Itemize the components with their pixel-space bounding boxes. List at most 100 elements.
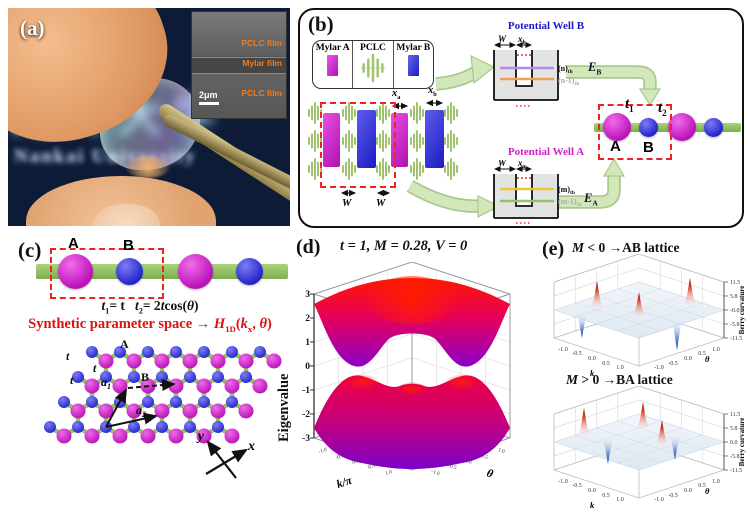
chain-unit-cell-box bbox=[598, 104, 672, 160]
atom-a bbox=[178, 254, 213, 289]
svg-text:1.0: 1.0 bbox=[712, 479, 720, 485]
svg-text:-1.0: -1.0 bbox=[558, 479, 568, 485]
svg-text:-0.5: -0.5 bbox=[335, 453, 345, 461]
x-tick-labels: -1.0 -0.5 0.0 0.5 1.0 bbox=[558, 479, 624, 503]
berry-spikes bbox=[577, 402, 682, 464]
svg-text:-11.5: -11.5 bbox=[730, 468, 742, 474]
svg-text:-3: -3 bbox=[302, 434, 310, 444]
x-axis-label: x bbox=[247, 439, 255, 454]
hopping-equation: t1= t t2= 2tcos(θ) bbox=[101, 298, 199, 316]
well-b-w-label: W bbox=[498, 34, 507, 44]
svg-text:-0.5: -0.5 bbox=[447, 463, 457, 471]
svg-text:-0.5: -0.5 bbox=[668, 493, 678, 499]
upper-band-surface bbox=[314, 276, 510, 367]
t1-label: t1 bbox=[625, 96, 634, 114]
svg-text:-1.0: -1.0 bbox=[558, 347, 568, 353]
well-b-title: Potential Well B bbox=[507, 20, 585, 32]
atom-b bbox=[116, 258, 143, 285]
panel-a-photo: 南开大学 Nankai University (a) PCLC film Myl… bbox=[8, 8, 290, 226]
svg-text:-1.0: -1.0 bbox=[318, 447, 328, 455]
svg-text:0.0: 0.0 bbox=[684, 356, 692, 362]
svg-text:11.5: 11.5 bbox=[730, 412, 740, 418]
svg-text:-5.8: -5.8 bbox=[730, 454, 740, 460]
panel-b-arrows bbox=[340, 54, 662, 218]
xb-label: xb bbox=[428, 85, 437, 99]
film-glint bbox=[126, 156, 170, 178]
x-axis-label: k bbox=[590, 500, 595, 510]
legend-pclc-label: PCLC bbox=[360, 43, 386, 53]
z-tick-labels: 11.5 5.8 -0.0 -5.8 -11.5 bbox=[730, 280, 742, 342]
y-tick-labels: -1.0 -0.5 0.0 0.5 1.0 bbox=[430, 447, 506, 477]
sem-inset: PCLC film Mylar film PCLC film 2μm bbox=[192, 12, 286, 118]
berry-spikes bbox=[575, 278, 697, 350]
site-a-label: A bbox=[610, 138, 621, 155]
sem-layer-pclc-bottom bbox=[192, 74, 286, 118]
svg-text:0.5: 0.5 bbox=[367, 463, 376, 471]
mylar-a-swatch bbox=[327, 55, 339, 76]
panel-d-tag: (d) bbox=[296, 236, 321, 258]
svg-text:0.5: 0.5 bbox=[602, 493, 610, 499]
svg-text:0.0: 0.0 bbox=[730, 440, 738, 446]
z-tick-labels: 3 2 1 0 -1 -2 -3 bbox=[302, 290, 310, 444]
well-b-x-label: xb bbox=[517, 34, 526, 46]
svg-text:0.5: 0.5 bbox=[480, 453, 489, 461]
svg-text:11.5: 11.5 bbox=[730, 280, 740, 286]
svg-text:0.5: 0.5 bbox=[698, 483, 706, 489]
berry-ab-title: M < 0 →AB lattice bbox=[572, 240, 680, 255]
mylar-b-bar bbox=[425, 110, 444, 168]
scale-bar-label: 2μm bbox=[199, 90, 218, 100]
positive-peak bbox=[632, 292, 646, 316]
legend-mylar-b-label: Mylar B bbox=[396, 43, 431, 53]
svg-text:0: 0 bbox=[305, 362, 310, 372]
ea-label: EA bbox=[584, 191, 598, 208]
thumb-nail bbox=[94, 204, 160, 226]
site-b-label: B bbox=[123, 237, 134, 254]
green-flow-arrows bbox=[406, 54, 662, 218]
x-axis-label: k bbox=[590, 368, 595, 378]
atom-b bbox=[236, 258, 263, 285]
site-a-label: A bbox=[68, 235, 79, 252]
material-legend: Mylar A PCLC Mylar B bbox=[312, 40, 434, 89]
svg-text:0.5: 0.5 bbox=[698, 351, 706, 357]
svg-text:1.0: 1.0 bbox=[616, 365, 624, 371]
svg-text:-2: -2 bbox=[302, 410, 310, 420]
xy-axes bbox=[205, 440, 248, 479]
synthetic-space-text: Synthetic parameter space → H1D(kx, θ) bbox=[28, 316, 272, 334]
svg-text:1.0: 1.0 bbox=[616, 497, 624, 503]
y-tick-labels: -1.0 -0.5 0.0 0.5 1.0 bbox=[654, 479, 720, 503]
atom-a bbox=[668, 113, 696, 141]
panel-e-tag: (e) bbox=[542, 238, 565, 260]
plane-grid bbox=[575, 420, 703, 464]
lattice-site-a-label: A bbox=[120, 338, 129, 351]
svg-text:-1: -1 bbox=[302, 386, 310, 396]
svg-text:1.0: 1.0 bbox=[384, 469, 393, 477]
lattice-atoms bbox=[44, 346, 282, 444]
chain-bond-bar bbox=[594, 123, 741, 132]
hopping-labels: t t t bbox=[66, 349, 97, 387]
atom-b bbox=[639, 118, 658, 137]
svg-text:0.5: 0.5 bbox=[602, 361, 610, 367]
svg-text:3: 3 bbox=[305, 290, 310, 300]
svg-text:-0.5: -0.5 bbox=[668, 361, 678, 367]
lower-band-surface bbox=[314, 374, 510, 469]
a1-vector-label: a1 bbox=[101, 375, 111, 391]
svg-text:-0.5: -0.5 bbox=[572, 483, 582, 489]
svg-text:1: 1 bbox=[305, 338, 310, 348]
legend-pclc: PCLC bbox=[353, 41, 394, 88]
inset-label-pclc-bottom: PCLC film bbox=[241, 88, 282, 98]
well-a-w-label: W bbox=[498, 160, 507, 168]
mylar-b-bar bbox=[357, 110, 376, 168]
x-tick-labels: -1.0 -0.5 0.0 0.5 1.0 bbox=[558, 347, 624, 371]
negative-dip bbox=[601, 438, 615, 464]
berry-ba-title: M > 0 →BA lattice bbox=[566, 372, 673, 387]
potential-well-a-diagram: W xa (m)th (m-1)th bbox=[493, 160, 582, 224]
band-structure-plot: 3 2 1 0 -1 -2 -3 -1.0 -0.5 0.0 0.5 1.0 -… bbox=[302, 262, 511, 491]
sem-layer-pclc-top bbox=[192, 12, 286, 56]
z-axis-label: Berry curvature bbox=[738, 286, 746, 335]
lattice-vectors bbox=[105, 379, 176, 428]
level-m-label: (m)th bbox=[558, 185, 575, 196]
mylar-a-bar bbox=[323, 113, 340, 167]
positive-peak bbox=[636, 402, 650, 428]
pclc-wave-icon bbox=[359, 53, 386, 83]
